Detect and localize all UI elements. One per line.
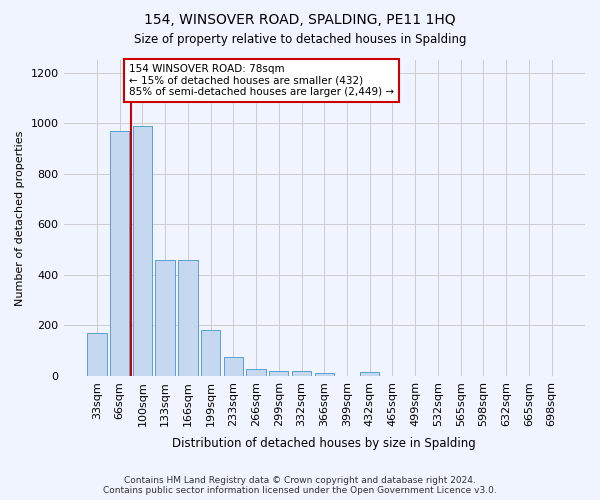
Bar bbox=[360, 372, 379, 376]
Y-axis label: Number of detached properties: Number of detached properties bbox=[15, 130, 25, 306]
Bar bbox=[247, 369, 266, 376]
Bar bbox=[292, 372, 311, 376]
Text: 154, WINSOVER ROAD, SPALDING, PE11 1HQ: 154, WINSOVER ROAD, SPALDING, PE11 1HQ bbox=[144, 12, 456, 26]
Bar bbox=[224, 357, 243, 376]
Bar bbox=[133, 126, 152, 376]
Bar bbox=[201, 330, 220, 376]
Bar bbox=[155, 260, 175, 376]
Text: Contains HM Land Registry data © Crown copyright and database right 2024.
Contai: Contains HM Land Registry data © Crown c… bbox=[103, 476, 497, 495]
Text: 154 WINSOVER ROAD: 78sqm
← 15% of detached houses are smaller (432)
85% of semi-: 154 WINSOVER ROAD: 78sqm ← 15% of detach… bbox=[129, 64, 394, 97]
Bar bbox=[178, 260, 197, 376]
Text: Size of property relative to detached houses in Spalding: Size of property relative to detached ho… bbox=[134, 32, 466, 46]
X-axis label: Distribution of detached houses by size in Spalding: Distribution of detached houses by size … bbox=[172, 437, 476, 450]
Bar bbox=[269, 371, 289, 376]
Bar bbox=[87, 333, 107, 376]
Bar bbox=[314, 373, 334, 376]
Bar bbox=[110, 131, 130, 376]
